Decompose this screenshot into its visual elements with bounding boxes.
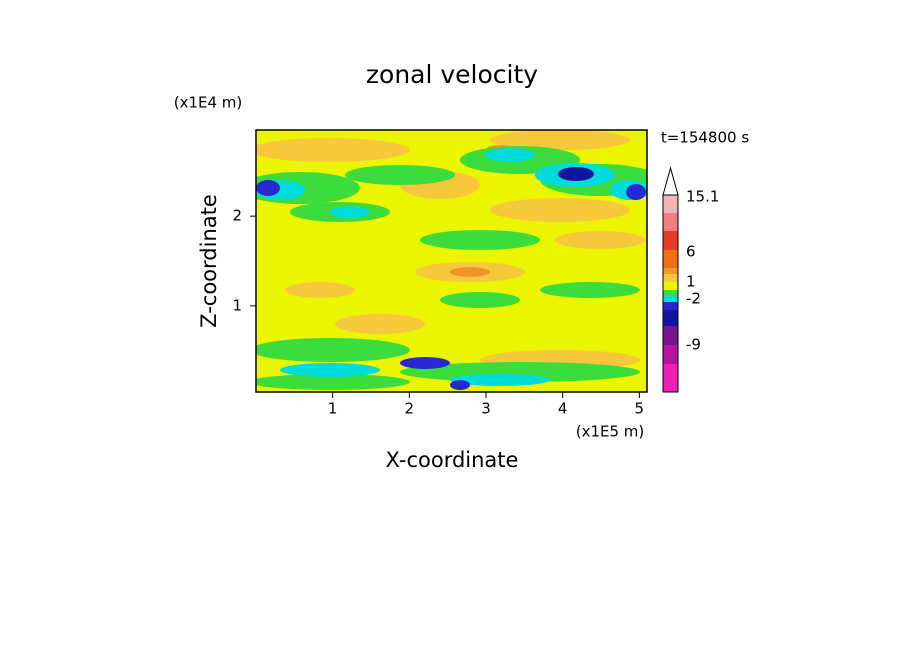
x-unit: (x1E5 m) [576, 423, 645, 441]
y-axis-label: Z-coordinate [197, 194, 221, 328]
colorbar-label: -9 [686, 336, 701, 354]
x-tick-label: 2 [405, 400, 415, 418]
x-tick-label: 1 [328, 400, 338, 418]
x-axis-label: X-coordinate [386, 448, 519, 472]
colorbar-label: 15.1 [686, 188, 719, 206]
colorbar-label: -2 [686, 290, 701, 308]
chart-title: zonal velocity [366, 60, 538, 89]
colorbar: 15.1 6 1 -2 -9 [662, 166, 719, 393]
plot-frame [255, 129, 648, 393]
colorbar-label: 6 [686, 243, 696, 261]
y-tick-label: 1 [232, 296, 242, 314]
x-tick-label: 4 [558, 400, 568, 418]
colorbar-label: 1 [686, 273, 696, 291]
x-tick-label: 5 [635, 400, 645, 418]
y-unit: (x1E4 m) [174, 94, 243, 112]
contour-field [256, 130, 647, 392]
x-tick-label: 3 [481, 400, 491, 418]
y-tick-label: 2 [232, 207, 242, 225]
time-label: t=154800 s [661, 129, 749, 147]
